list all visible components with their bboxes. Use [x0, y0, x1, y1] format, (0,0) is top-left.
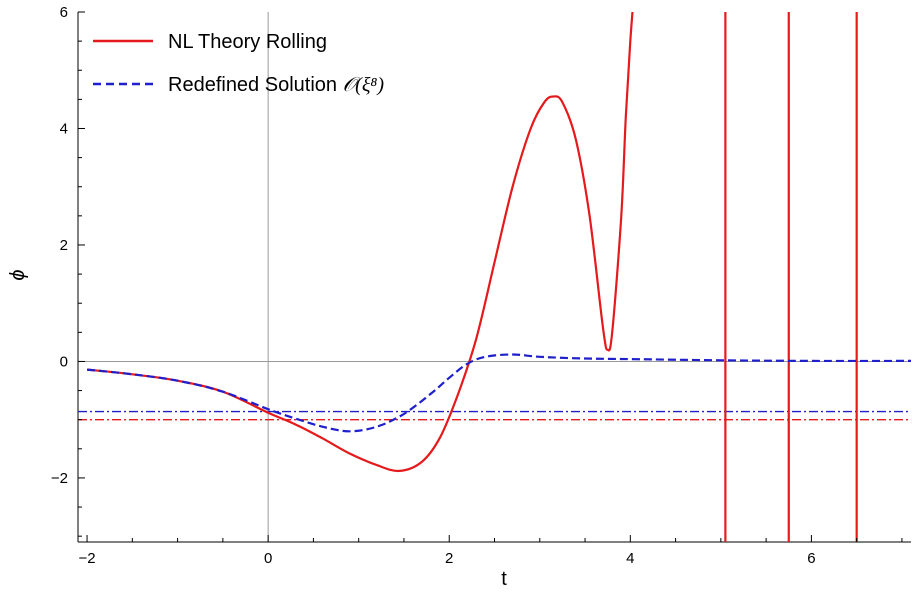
legend: NL Theory Rolling Redefined Solution 𝒪(ξ…	[93, 31, 384, 96]
threshold-lines	[78, 410, 909, 421]
legend-label-nl: NL Theory Rolling	[168, 31, 327, 53]
series-lines	[86, 12, 911, 542]
legend-label-redefined-text: Redefined Solution	[168, 74, 343, 96]
legend-label-redefined: Redefined Solution 𝒪(ξ⁸)	[168, 74, 384, 96]
series-line-nl-theory-rolling	[86, 12, 634, 473]
x-tick-label: 6	[807, 550, 815, 567]
axis-ticks: −2 0 2 4 6 −2 0 2 4 6	[51, 4, 903, 567]
x-tick-label: 0	[264, 550, 272, 567]
x-tick-label: 2	[445, 550, 453, 567]
series-line-redefined-solution	[86, 353, 911, 433]
x-axis-label: t	[501, 568, 507, 590]
x-tick-label: 4	[626, 550, 634, 567]
y-tick-label: −2	[51, 470, 68, 487]
y-axis-label: ϕ	[7, 269, 29, 280]
legend-label-redefined-math: 𝒪(ξ⁸)	[343, 74, 385, 96]
y-tick-label: 4	[60, 120, 68, 137]
reference-lines	[78, 12, 911, 542]
y-tick-label: 6	[60, 4, 68, 21]
y-tick-label: 2	[60, 237, 68, 254]
y-tick-label: 0	[60, 353, 68, 370]
x-tick-label: −2	[78, 550, 95, 567]
